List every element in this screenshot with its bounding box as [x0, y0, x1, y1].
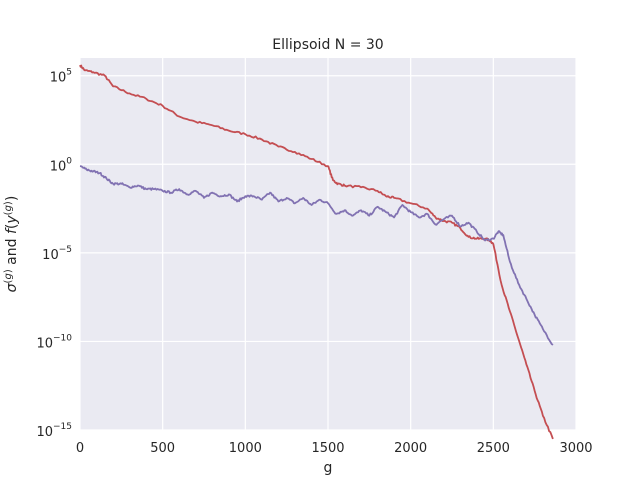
x-axis-label: g [324, 460, 333, 476]
y-tick-label: 100 [50, 156, 73, 174]
x-tick-label: 2500 [477, 441, 510, 456]
y-tick-label: 10−10 [36, 333, 72, 351]
y-tick-label: 10−15 [36, 422, 72, 440]
x-tick-labels: 0 500 1000 1500 2000 2500 3000 [76, 441, 593, 456]
x-tick-label: 500 [150, 441, 175, 456]
y-tick-labels: 105 100 10−5 10−10 10−15 [36, 68, 72, 440]
x-tick-label: 1500 [311, 441, 344, 456]
series-line-red [79, 64, 554, 440]
y-axis-label: σ(g) and f(y(g)) [3, 196, 21, 293]
grid-lines [79, 58, 577, 431]
x-tick-label: 0 [76, 441, 84, 456]
x-tick-label: 2000 [394, 441, 427, 456]
series-line-purple [79, 165, 554, 346]
y-tick-label: 105 [50, 68, 72, 86]
chart-title: Ellipsoid N = 30 [272, 37, 383, 53]
x-tick-label: 1000 [229, 441, 262, 456]
series-lines [79, 64, 554, 440]
y-tick-label: 10−5 [42, 245, 72, 263]
x-tick-label: 3000 [559, 441, 592, 456]
